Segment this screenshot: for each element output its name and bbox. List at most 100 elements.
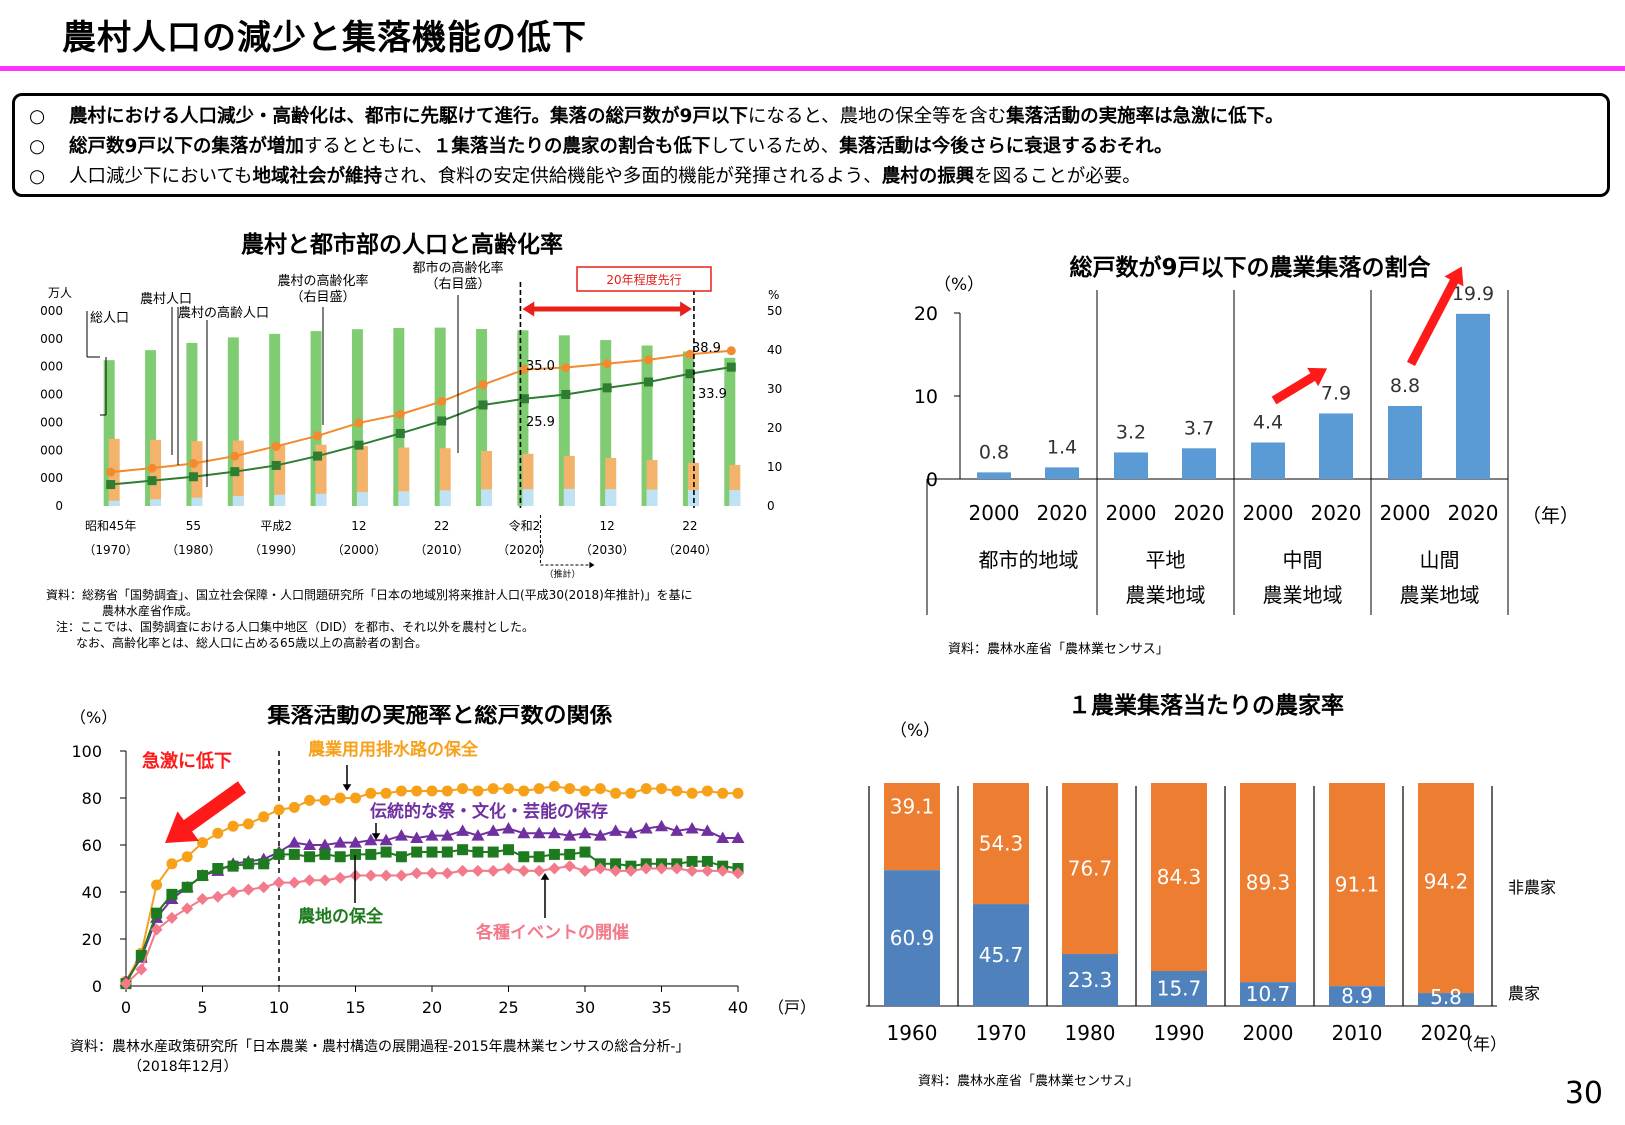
small-settlement-share-chart: 総戸数が9戸以下の農業集落の割合 （%） 0 10 20 0.8 2000 1.4 2020 都市… bbox=[914, 254, 1579, 657]
sharp-drop-arrow-shaft bbox=[177, 781, 247, 836]
increase-arrow-shaft bbox=[1407, 278, 1459, 367]
activity-point bbox=[440, 829, 454, 841]
source-line: 資料：農林水産省「農林業センサス」 bbox=[948, 641, 1169, 657]
activity-point bbox=[671, 785, 683, 797]
activity-point bbox=[717, 787, 729, 799]
rural-pop-bar bbox=[563, 455, 575, 506]
x-year-label: 2000 bbox=[1243, 1021, 1294, 1045]
activity-point bbox=[257, 881, 270, 894]
activity-point bbox=[564, 848, 576, 860]
urban-2040-value: 33.9 bbox=[698, 387, 727, 402]
rural-pop-bar bbox=[439, 448, 451, 506]
activity-point bbox=[426, 846, 438, 858]
chart-title: 農村と都市部の人口と高齢化率 bbox=[241, 231, 563, 258]
activity-point bbox=[365, 787, 377, 799]
nonfarm-value: 94.2 bbox=[1424, 870, 1469, 894]
projection-arrow-head bbox=[589, 561, 595, 569]
y-tick: 20 bbox=[82, 930, 102, 949]
activity-point bbox=[410, 867, 423, 880]
activity-point bbox=[502, 822, 515, 834]
region-label: 都市的地域 bbox=[979, 548, 1079, 572]
farm-segment bbox=[973, 904, 1029, 1006]
activity-point bbox=[457, 844, 469, 856]
x-label-year: （1980） bbox=[166, 543, 221, 557]
urban-aging-point bbox=[230, 467, 240, 477]
event-label: 各種イベントの開催 bbox=[475, 922, 629, 943]
activity-point bbox=[227, 820, 239, 832]
rural-aging-point bbox=[395, 409, 405, 419]
activity-point bbox=[135, 949, 147, 961]
activity-point bbox=[411, 785, 423, 797]
activity-point bbox=[716, 831, 730, 843]
rural-aging-point bbox=[147, 463, 157, 473]
activity-point bbox=[196, 893, 209, 906]
urban-aging-line bbox=[110, 366, 732, 486]
activity-point bbox=[364, 869, 377, 882]
activity-point bbox=[395, 851, 407, 863]
y-tick: 60 bbox=[82, 836, 102, 855]
y-left-tick: 0 bbox=[55, 499, 63, 513]
nonfarm-value: 39.1 bbox=[890, 795, 935, 819]
activity-point bbox=[624, 826, 638, 839]
rural-aging-point bbox=[354, 418, 364, 428]
activity-point bbox=[487, 864, 500, 877]
x-label-year: （2020） bbox=[497, 543, 552, 557]
bar-value-label: 8.8 bbox=[1390, 375, 1420, 397]
x-tick: 30 bbox=[575, 998, 595, 1017]
irrigation-leader-head bbox=[342, 784, 352, 791]
activity-point bbox=[655, 819, 668, 832]
activity-point bbox=[487, 783, 499, 795]
urban-aging-point bbox=[478, 400, 488, 410]
activity-point bbox=[318, 838, 332, 850]
activity-point bbox=[380, 869, 393, 882]
activity-point bbox=[242, 883, 255, 896]
source-line: （2018年12月） bbox=[128, 1059, 237, 1075]
x-label-era: 平成2 bbox=[260, 519, 292, 533]
rural-elderly-bar bbox=[232, 495, 244, 506]
summary-line-3: ○ 人口減少下においても地域社会が維持され、食料の安定供給機能や多面的機能が発揮さ… bbox=[29, 162, 1607, 192]
event-leader-head bbox=[540, 873, 550, 880]
rural-aging-point bbox=[519, 365, 529, 374]
activity-point bbox=[518, 851, 530, 863]
activity-point bbox=[273, 804, 285, 816]
summary-segment: しているため、 bbox=[710, 136, 840, 157]
activity-point bbox=[609, 864, 622, 877]
bar-value-label: 3.7 bbox=[1184, 417, 1214, 439]
nonfarm-segment bbox=[1240, 783, 1296, 983]
x-label-era: 12 bbox=[351, 519, 366, 533]
activity-point bbox=[472, 846, 484, 858]
activity-point bbox=[166, 888, 178, 900]
lead-box bbox=[576, 266, 712, 292]
x-label-year: （2040） bbox=[663, 543, 718, 557]
nonfarm-value: 54.3 bbox=[979, 832, 1024, 856]
x-year-label: 2000 bbox=[1243, 501, 1294, 525]
urban-aging-point bbox=[147, 476, 157, 486]
total-pop-bar bbox=[103, 360, 115, 506]
y-right-tick: 40 bbox=[767, 343, 782, 357]
total-pop-bar bbox=[724, 357, 736, 506]
y-tick: 0 bbox=[92, 977, 102, 996]
rural-elderly-bar bbox=[646, 489, 658, 506]
region-label: 農業地域 bbox=[1263, 583, 1343, 607]
activity-point bbox=[151, 907, 163, 919]
title-underline bbox=[0, 66, 1625, 71]
summary-segment: 地域社会が維持 bbox=[252, 166, 383, 187]
y-left-tick: 10,000 bbox=[40, 360, 63, 374]
farm-segment bbox=[1329, 986, 1385, 1006]
farm-segment bbox=[884, 870, 940, 1006]
region-label: 中間 bbox=[1283, 548, 1323, 572]
chart-title: １農業集落当たりの農家率 bbox=[1068, 692, 1344, 719]
x-tick: 40 bbox=[728, 998, 748, 1017]
rural-aging-point bbox=[478, 380, 488, 390]
activity-point bbox=[181, 902, 194, 915]
activity-point bbox=[379, 833, 393, 846]
y-left-unit: 万人 bbox=[48, 286, 72, 300]
activity-point bbox=[227, 860, 239, 872]
circle-bullet-icon: ○ bbox=[29, 106, 46, 127]
rural-elderly-bar bbox=[687, 489, 699, 506]
summary-segment: 人口減少下においても bbox=[69, 166, 253, 187]
lead-arrow-right-head bbox=[680, 301, 692, 317]
urban-aging-point bbox=[271, 460, 281, 470]
activity-point bbox=[165, 911, 178, 924]
activity-point bbox=[640, 783, 652, 795]
